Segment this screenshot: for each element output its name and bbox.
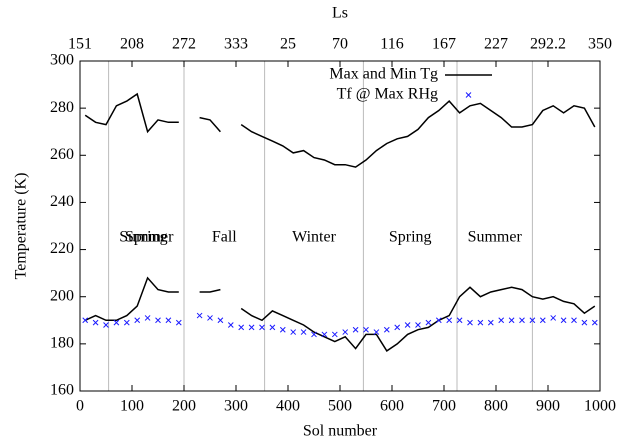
y-tick-label: 240 [50,193,74,210]
season-label: Winter [292,228,336,245]
season-label: Spring [389,228,432,245]
scatter-point [529,317,536,324]
scatter-point [123,319,130,326]
scatter-point [165,317,172,324]
x-tick-label: 500 [328,398,352,415]
scatter-point [487,319,494,326]
x-tick-label: 400 [276,398,300,415]
x-axis-label: Sol number [303,423,378,440]
scatter-point [144,315,151,321]
top-tick-label: 25 [280,36,296,53]
scatter-point [498,317,505,324]
y-tick-label: 220 [50,240,74,257]
scatter-point [331,331,338,338]
scatter-point [394,324,401,331]
scatter-point [300,329,307,335]
scatter-point [248,324,255,331]
y-tick-label: 200 [50,287,74,304]
scatter-point [581,319,588,326]
x-tick-label: 1000 [584,398,616,415]
top-axis-label: Ls [332,5,348,22]
scatter-point [155,317,161,324]
plot-frame [79,60,601,392]
scatter-point [404,322,411,328]
scatter-point [446,317,453,324]
top-tick-label: 350 [588,36,612,53]
scatter-point [82,317,89,324]
scatter-point [238,324,245,331]
scatter-point [508,317,515,324]
scatter-point [467,319,473,326]
top-tick-label: 151 [68,36,92,53]
scatter-point [539,317,546,324]
y-axis-label: Temperature (K) [13,173,30,280]
x-tick-label: 800 [484,398,508,415]
scatter-point [269,324,276,331]
top-tick-label: 227 [484,36,508,53]
scatter-point [519,317,525,324]
scatter-point [279,326,286,333]
scatter-point [560,317,567,324]
top-tick-label: 272 [172,36,196,53]
scatter-point [550,315,557,321]
scatter-point [477,319,484,326]
x-tick-label: 0 [76,398,84,415]
y-tick-label: 260 [50,146,74,163]
season-label: Summer [119,228,174,245]
scatter-point [363,326,369,333]
scatter-point [92,319,99,326]
y-tick-label: 300 [50,52,74,69]
season-label: Fall [212,228,237,245]
scatter-point [134,317,141,324]
top-tick-label: 292.2 [530,36,566,53]
scatter-point [383,326,390,333]
scatter-point [207,315,213,321]
top-tick-label: 167 [432,36,456,53]
x-tick-label: 600 [380,398,404,415]
y-tick-label: 180 [50,335,74,352]
y-tick-label: 160 [50,382,74,399]
scatter-point [321,331,328,338]
scatter-point [311,331,317,338]
scatter-point [415,322,421,328]
x-tick-label: 700 [432,398,456,415]
top-tick-label: 208 [120,36,144,53]
scatter-point [435,317,442,324]
scatter-point [290,329,297,335]
scatter-point [227,322,234,328]
x-tick-label: 200 [172,398,196,415]
season-label: Spring [125,228,168,245]
series-line [84,276,596,352]
scatter-point [113,319,120,326]
x-tick-label: 900 [536,398,560,415]
scatter-point [342,329,349,335]
scatter-point [425,319,432,326]
scatter-point [591,319,598,326]
scatter-point [175,319,182,326]
top-tick-label: 70 [332,36,348,53]
scatter-point [352,326,359,333]
legend-label: Max and Min Tg [329,66,438,83]
scatter-point [456,317,463,324]
season-label: Summer [468,228,523,245]
scatter-point [259,324,265,331]
scatter-point [373,329,380,335]
top-tick-label: 116 [380,36,403,53]
y-tick-label: 280 [50,99,74,116]
top-tick-label: 333 [224,36,248,53]
scatter-point [217,317,224,324]
legend-label: Tf @ Max RHg [337,86,438,103]
x-tick-label: 300 [224,398,248,415]
scatter-point [196,312,203,319]
scatter-point [103,322,109,328]
legend-swatch [465,92,472,98]
series-line [84,92,596,168]
scatter-point [571,317,577,324]
x-tick-label: 100 [120,398,144,415]
